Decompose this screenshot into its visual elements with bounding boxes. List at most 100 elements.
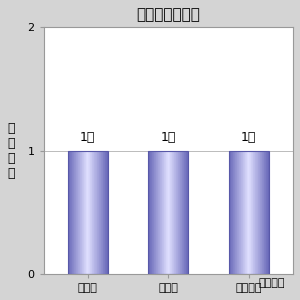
Bar (69, 151, 70, 274)
Bar (159, 151, 160, 274)
Bar (68, 151, 108, 274)
Bar (240, 151, 241, 274)
Bar (258, 151, 259, 274)
Bar (266, 151, 267, 274)
Bar (100, 151, 101, 274)
Bar (232, 151, 233, 274)
Bar (92, 151, 93, 274)
Bar (181, 151, 182, 274)
Bar (152, 151, 153, 274)
Bar (171, 151, 172, 274)
Bar (103, 151, 104, 274)
Bar (237, 151, 238, 274)
Bar (158, 151, 159, 274)
Bar (82, 151, 83, 274)
Bar (92, 151, 93, 274)
Bar (91, 151, 92, 274)
Bar (166, 151, 167, 274)
Bar (157, 151, 158, 274)
Bar (167, 151, 168, 274)
Bar (255, 151, 256, 274)
Bar (165, 151, 166, 274)
Bar (89, 151, 90, 274)
Bar (79, 151, 80, 274)
Bar (175, 151, 176, 274)
Y-axis label: 延
べ
人
数: 延 べ 人 数 (7, 122, 14, 180)
Bar (81, 151, 82, 274)
Bar (173, 151, 174, 274)
Bar (249, 151, 250, 274)
Bar (161, 151, 162, 274)
Bar (262, 151, 263, 274)
Bar (235, 151, 236, 274)
Bar (96, 151, 97, 274)
Bar (245, 151, 246, 274)
Bar (168, 151, 169, 274)
Bar (236, 151, 237, 274)
Bar (267, 151, 268, 274)
Title: ジャナル指の向: ジャナル指の向 (136, 7, 200, 22)
Bar (84, 151, 85, 274)
Bar (102, 151, 103, 274)
Bar (241, 151, 242, 274)
Bar (94, 151, 95, 274)
Bar (257, 151, 258, 274)
Bar (237, 151, 238, 274)
Bar (243, 151, 244, 274)
Bar (85, 151, 86, 274)
Bar (254, 151, 255, 274)
Bar (244, 151, 245, 274)
Bar (71, 151, 72, 274)
Bar (176, 151, 177, 274)
Bar (184, 151, 185, 274)
Bar (264, 151, 265, 274)
Bar (183, 151, 184, 274)
Bar (106, 151, 107, 274)
Bar (156, 151, 157, 274)
Bar (182, 151, 183, 274)
Bar (160, 151, 161, 274)
Bar (149, 151, 150, 274)
Bar (86, 151, 87, 274)
Bar (170, 151, 171, 274)
Bar (155, 151, 156, 274)
Bar (242, 151, 243, 274)
Bar (248, 151, 249, 274)
Bar (234, 151, 235, 274)
Bar (153, 151, 154, 274)
Text: 来年の予: 来年の予 (259, 278, 285, 288)
Bar (84, 151, 85, 274)
Bar (80, 151, 81, 274)
Bar (180, 151, 181, 274)
Bar (101, 151, 102, 274)
Bar (83, 151, 84, 274)
Bar (70, 151, 71, 274)
Bar (148, 151, 188, 274)
Bar (98, 151, 99, 274)
Bar (105, 151, 106, 274)
Bar (73, 151, 74, 274)
Bar (263, 151, 264, 274)
Bar (76, 151, 77, 274)
Bar (74, 151, 75, 274)
Text: 1人: 1人 (241, 131, 256, 145)
Bar (155, 151, 156, 274)
Bar (98, 151, 99, 274)
Bar (239, 151, 240, 274)
Bar (263, 151, 264, 274)
Text: 1人: 1人 (160, 131, 176, 145)
Bar (230, 151, 231, 274)
Bar (229, 151, 230, 274)
Bar (187, 151, 188, 274)
Bar (251, 151, 252, 274)
Bar (172, 151, 173, 274)
Bar (177, 151, 178, 274)
Bar (72, 151, 73, 274)
Bar (90, 151, 91, 274)
Bar (88, 151, 89, 274)
Bar (265, 151, 266, 274)
Bar (243, 151, 244, 274)
Bar (186, 151, 187, 274)
Bar (229, 151, 230, 274)
Bar (261, 151, 262, 274)
